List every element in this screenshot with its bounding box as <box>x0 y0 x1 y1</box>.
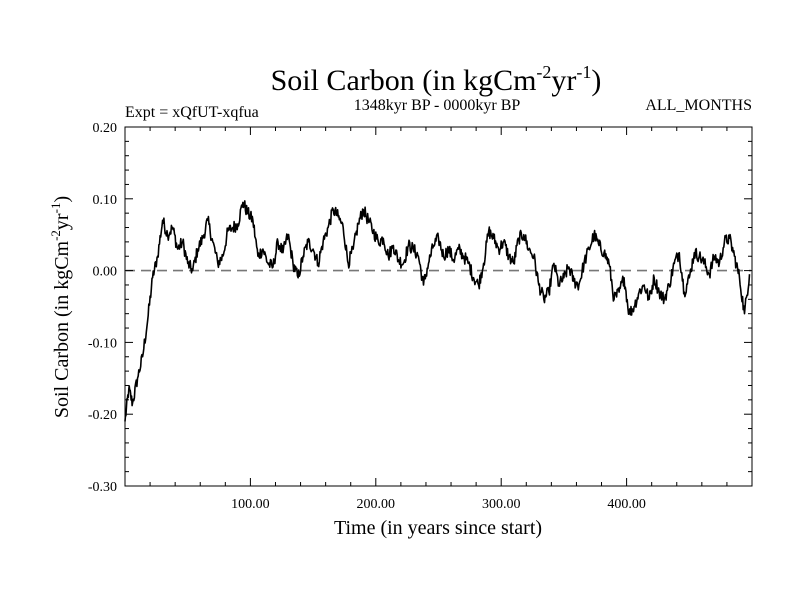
months-label: ALL_MONTHS <box>645 97 752 114</box>
major-ticks <box>125 126 752 487</box>
x-axis-label: Time (in years since start) <box>334 517 542 539</box>
chart-title-exp1: -2 <box>536 62 551 82</box>
y-tick-label: 0.00 <box>93 265 118 280</box>
x-tick-label: 300.00 <box>482 497 521 512</box>
x-tick-labels: 100.00 200.00 300.00 400.00 <box>231 497 646 512</box>
y-axis-label-main: Soil Carbon (in kgCm <box>51 240 73 418</box>
series-line-soil-carbon <box>124 200 751 422</box>
y-axis-label: Soil Carbon (in kgCm-2yr-1) <box>48 196 73 418</box>
y-axis-label-mid: yr <box>51 213 73 230</box>
chart-title-main: Soil Carbon (in kgCm <box>271 64 537 97</box>
x-tick-label: 200.00 <box>357 497 396 512</box>
plot-frame <box>124 126 753 487</box>
y-tick-labels: -0.30 -0.20 -0.10 0.00 0.10 0.20 <box>88 121 117 495</box>
period-label: 1348kyr BP - 0000kyr BP <box>354 97 521 114</box>
chart-title-close: ) <box>591 64 601 97</box>
y-axis-label-close: ) <box>51 196 73 203</box>
x-tick-label: 400.00 <box>607 497 646 512</box>
y-axis-label-exp2: -1 <box>48 203 63 214</box>
chart-title-exp2: -1 <box>576 62 591 82</box>
y-tick-label: -0.20 <box>88 408 117 423</box>
chart-title-mid: yr <box>551 64 576 97</box>
y-tick-label: 0.10 <box>93 193 118 208</box>
experiment-label: Expt = xQfUT-xqfua <box>125 104 259 121</box>
y-axis-label-exp1: -2 <box>48 230 63 241</box>
y-tick-label: 0.20 <box>93 121 118 136</box>
y-tick-label: -0.10 <box>88 336 117 351</box>
minor-ticks <box>125 127 752 486</box>
x-tick-label: 100.00 <box>231 497 270 512</box>
y-tick-label: -0.30 <box>88 480 117 495</box>
chart-title: Soil Carbon (in kgCm-2yr-1) <box>271 62 602 97</box>
